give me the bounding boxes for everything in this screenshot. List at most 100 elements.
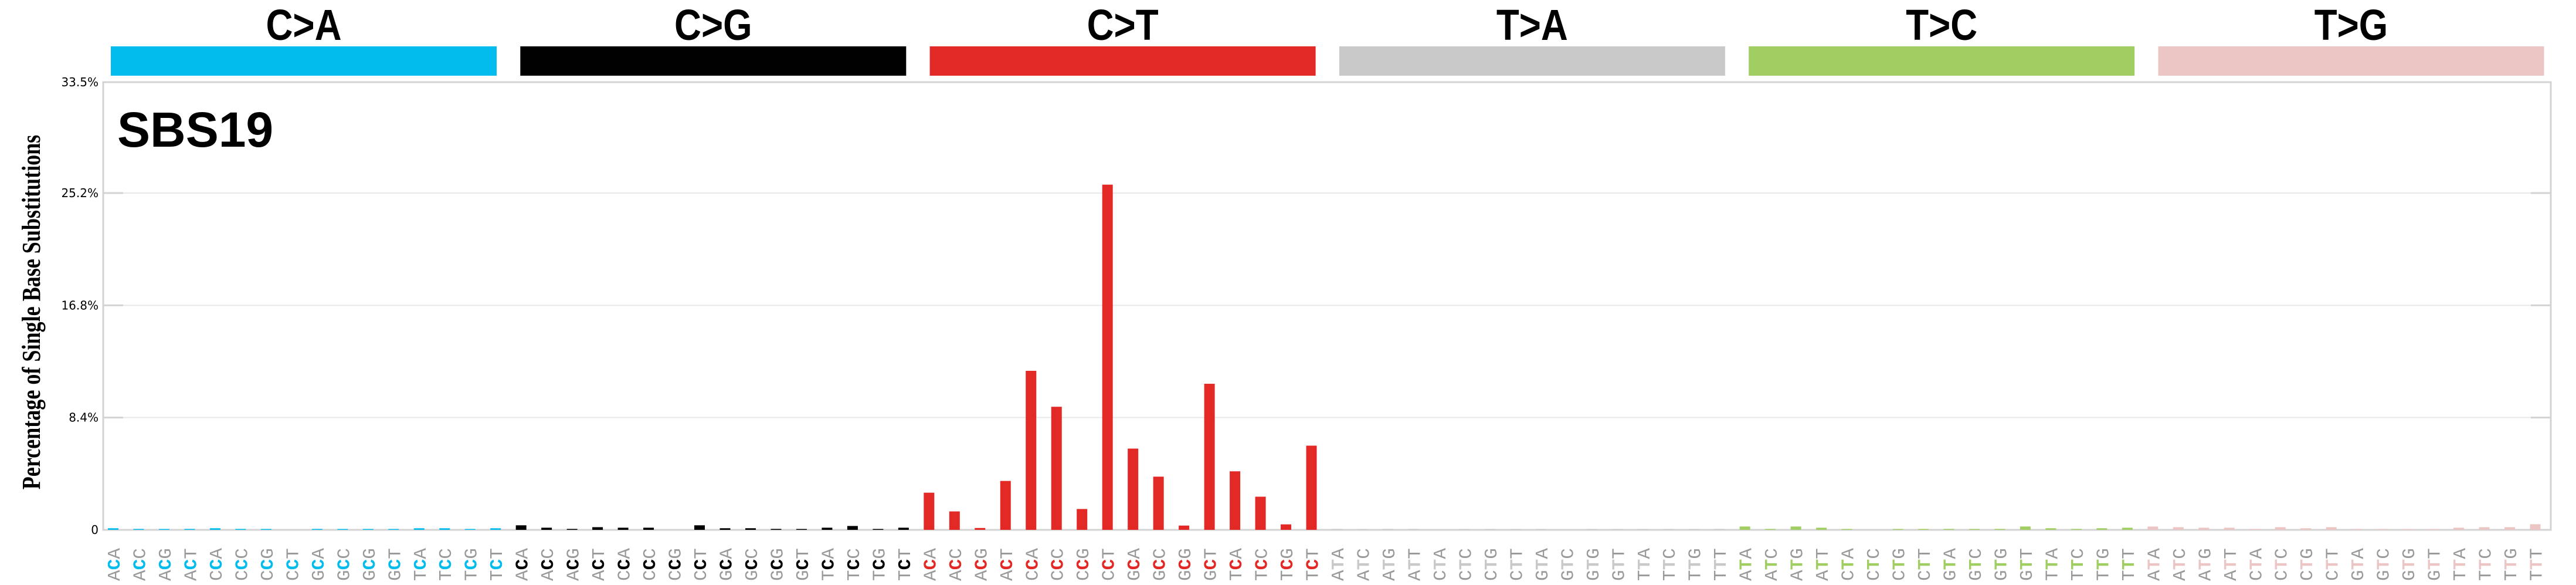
x-tick-label: TCC	[1253, 548, 1273, 581]
bar	[2045, 528, 2056, 530]
x-tick-label: CCT	[691, 548, 712, 581]
x-tick-label: CTG	[2297, 548, 2318, 581]
x-tick-label: ACG	[156, 548, 177, 581]
bar	[745, 528, 756, 530]
x-tick-label: CCG	[666, 548, 687, 581]
x-tick-label: GTC	[2374, 548, 2395, 581]
x-tick-label: GCC	[334, 548, 355, 581]
bar	[235, 529, 246, 530]
x-tick-label: TCT	[895, 548, 916, 581]
bar	[2326, 527, 2337, 530]
x-tick-label: GCG	[360, 548, 381, 581]
y-tick-label: 0	[91, 523, 99, 537]
x-tick-label: GCA	[309, 548, 330, 581]
x-tick-label: ATC	[1354, 548, 1374, 581]
x-tick-label: CCG	[1074, 548, 1094, 581]
bar	[1510, 529, 1521, 530]
bar	[771, 529, 782, 530]
bar	[1688, 529, 1699, 530]
x-tick-label: ATA	[1329, 548, 1349, 581]
bar	[643, 527, 654, 530]
x-tick-label: TCA	[1227, 548, 1247, 581]
bar	[2300, 528, 2312, 530]
x-tick-label: TTG	[2502, 548, 2522, 581]
x-tick-label: ACC	[538, 548, 559, 581]
y-axis-title: Percentage of Single Base Substitutions	[17, 135, 46, 489]
y-axis: 0 8.4% 16.8% 25.2% 33.5%	[61, 75, 99, 537]
x-tick-label: GCC	[742, 548, 763, 581]
bar	[617, 527, 629, 530]
x-tick-label: CCA	[615, 548, 636, 581]
bar	[1892, 529, 1903, 530]
bar	[1739, 526, 1750, 530]
x-tick-label: TTA	[2042, 548, 2063, 581]
x-tick-label: CCC	[640, 548, 661, 581]
bar	[1765, 529, 1776, 530]
x-tick-label: ATC	[2170, 548, 2191, 581]
x-tick-label: ACC	[946, 548, 967, 581]
x-tick-label: CCC	[1048, 548, 1069, 581]
bar	[1102, 184, 1113, 530]
x-tick-label: GCT	[793, 548, 814, 581]
bar	[1204, 384, 1215, 530]
bar	[2453, 527, 2465, 530]
bar	[1586, 529, 1597, 530]
category-label: T>A	[1496, 1, 1568, 50]
bar	[2147, 526, 2158, 530]
x-tick-label: ATT	[1405, 548, 1426, 581]
bar	[1714, 529, 1725, 530]
x-tick-label: ACT	[997, 548, 1018, 581]
bar	[2351, 529, 2363, 530]
category-label: C>A	[266, 1, 341, 50]
x-tick-label: GCG	[1176, 548, 1196, 581]
x-tick-label: ATG	[2195, 548, 2216, 581]
bar	[873, 529, 884, 530]
bar	[158, 529, 169, 530]
x-tick-label: TCA	[819, 548, 839, 581]
bar	[2096, 528, 2107, 530]
x-tick-label: ATT	[1813, 548, 1834, 581]
bar	[439, 528, 450, 530]
x-tick-label: CTA	[1839, 548, 1859, 581]
bar	[2071, 529, 2082, 530]
category-bar-c-to-a	[111, 46, 497, 76]
x-tick-label: GCT	[385, 548, 406, 581]
x-tick-label: ATA	[2144, 548, 2165, 581]
category-bar-t-to-g	[2158, 46, 2544, 76]
x-tick-label: GTC	[1558, 548, 1579, 581]
x-tick-label: GCC	[1150, 548, 1171, 581]
x-tick-label: CTA	[1431, 548, 1451, 581]
bar	[796, 529, 807, 530]
x-tick-label: GTT	[2425, 548, 2446, 581]
bar	[1841, 529, 1852, 530]
bar	[1000, 481, 1011, 530]
x-tick-label: TCC	[844, 548, 865, 581]
x-tick-label: TCA	[411, 548, 432, 581]
x-tick-label: GCA	[717, 548, 738, 581]
category-bar-c-to-g	[520, 46, 907, 76]
bar	[1535, 529, 1546, 530]
x-tick-label: CTC	[1864, 548, 1885, 581]
bar	[1612, 529, 1623, 530]
x-tick-label: ACC	[130, 548, 151, 581]
bar	[1179, 525, 1190, 530]
bar	[1994, 529, 2005, 530]
bar	[2198, 527, 2210, 530]
x-tick-label: GCG	[768, 548, 788, 581]
bar	[362, 529, 374, 530]
category-label: C>G	[674, 1, 752, 50]
x-tick-label: GTC	[1966, 548, 1987, 581]
bar	[1969, 529, 1980, 530]
bar	[1663, 529, 1674, 530]
bar	[822, 527, 833, 530]
x-tick-label: ATG	[1788, 548, 1808, 581]
signature-title: SBS19	[117, 102, 273, 157]
x-tick-label: CTT	[1915, 548, 1936, 581]
bar	[311, 529, 323, 530]
bar	[1153, 476, 1164, 530]
x-tick-label: ACG	[564, 548, 585, 581]
bar	[1459, 529, 1470, 530]
x-tick-label: CTG	[1482, 548, 1502, 581]
x-tick-label: CTG	[1890, 548, 1910, 581]
